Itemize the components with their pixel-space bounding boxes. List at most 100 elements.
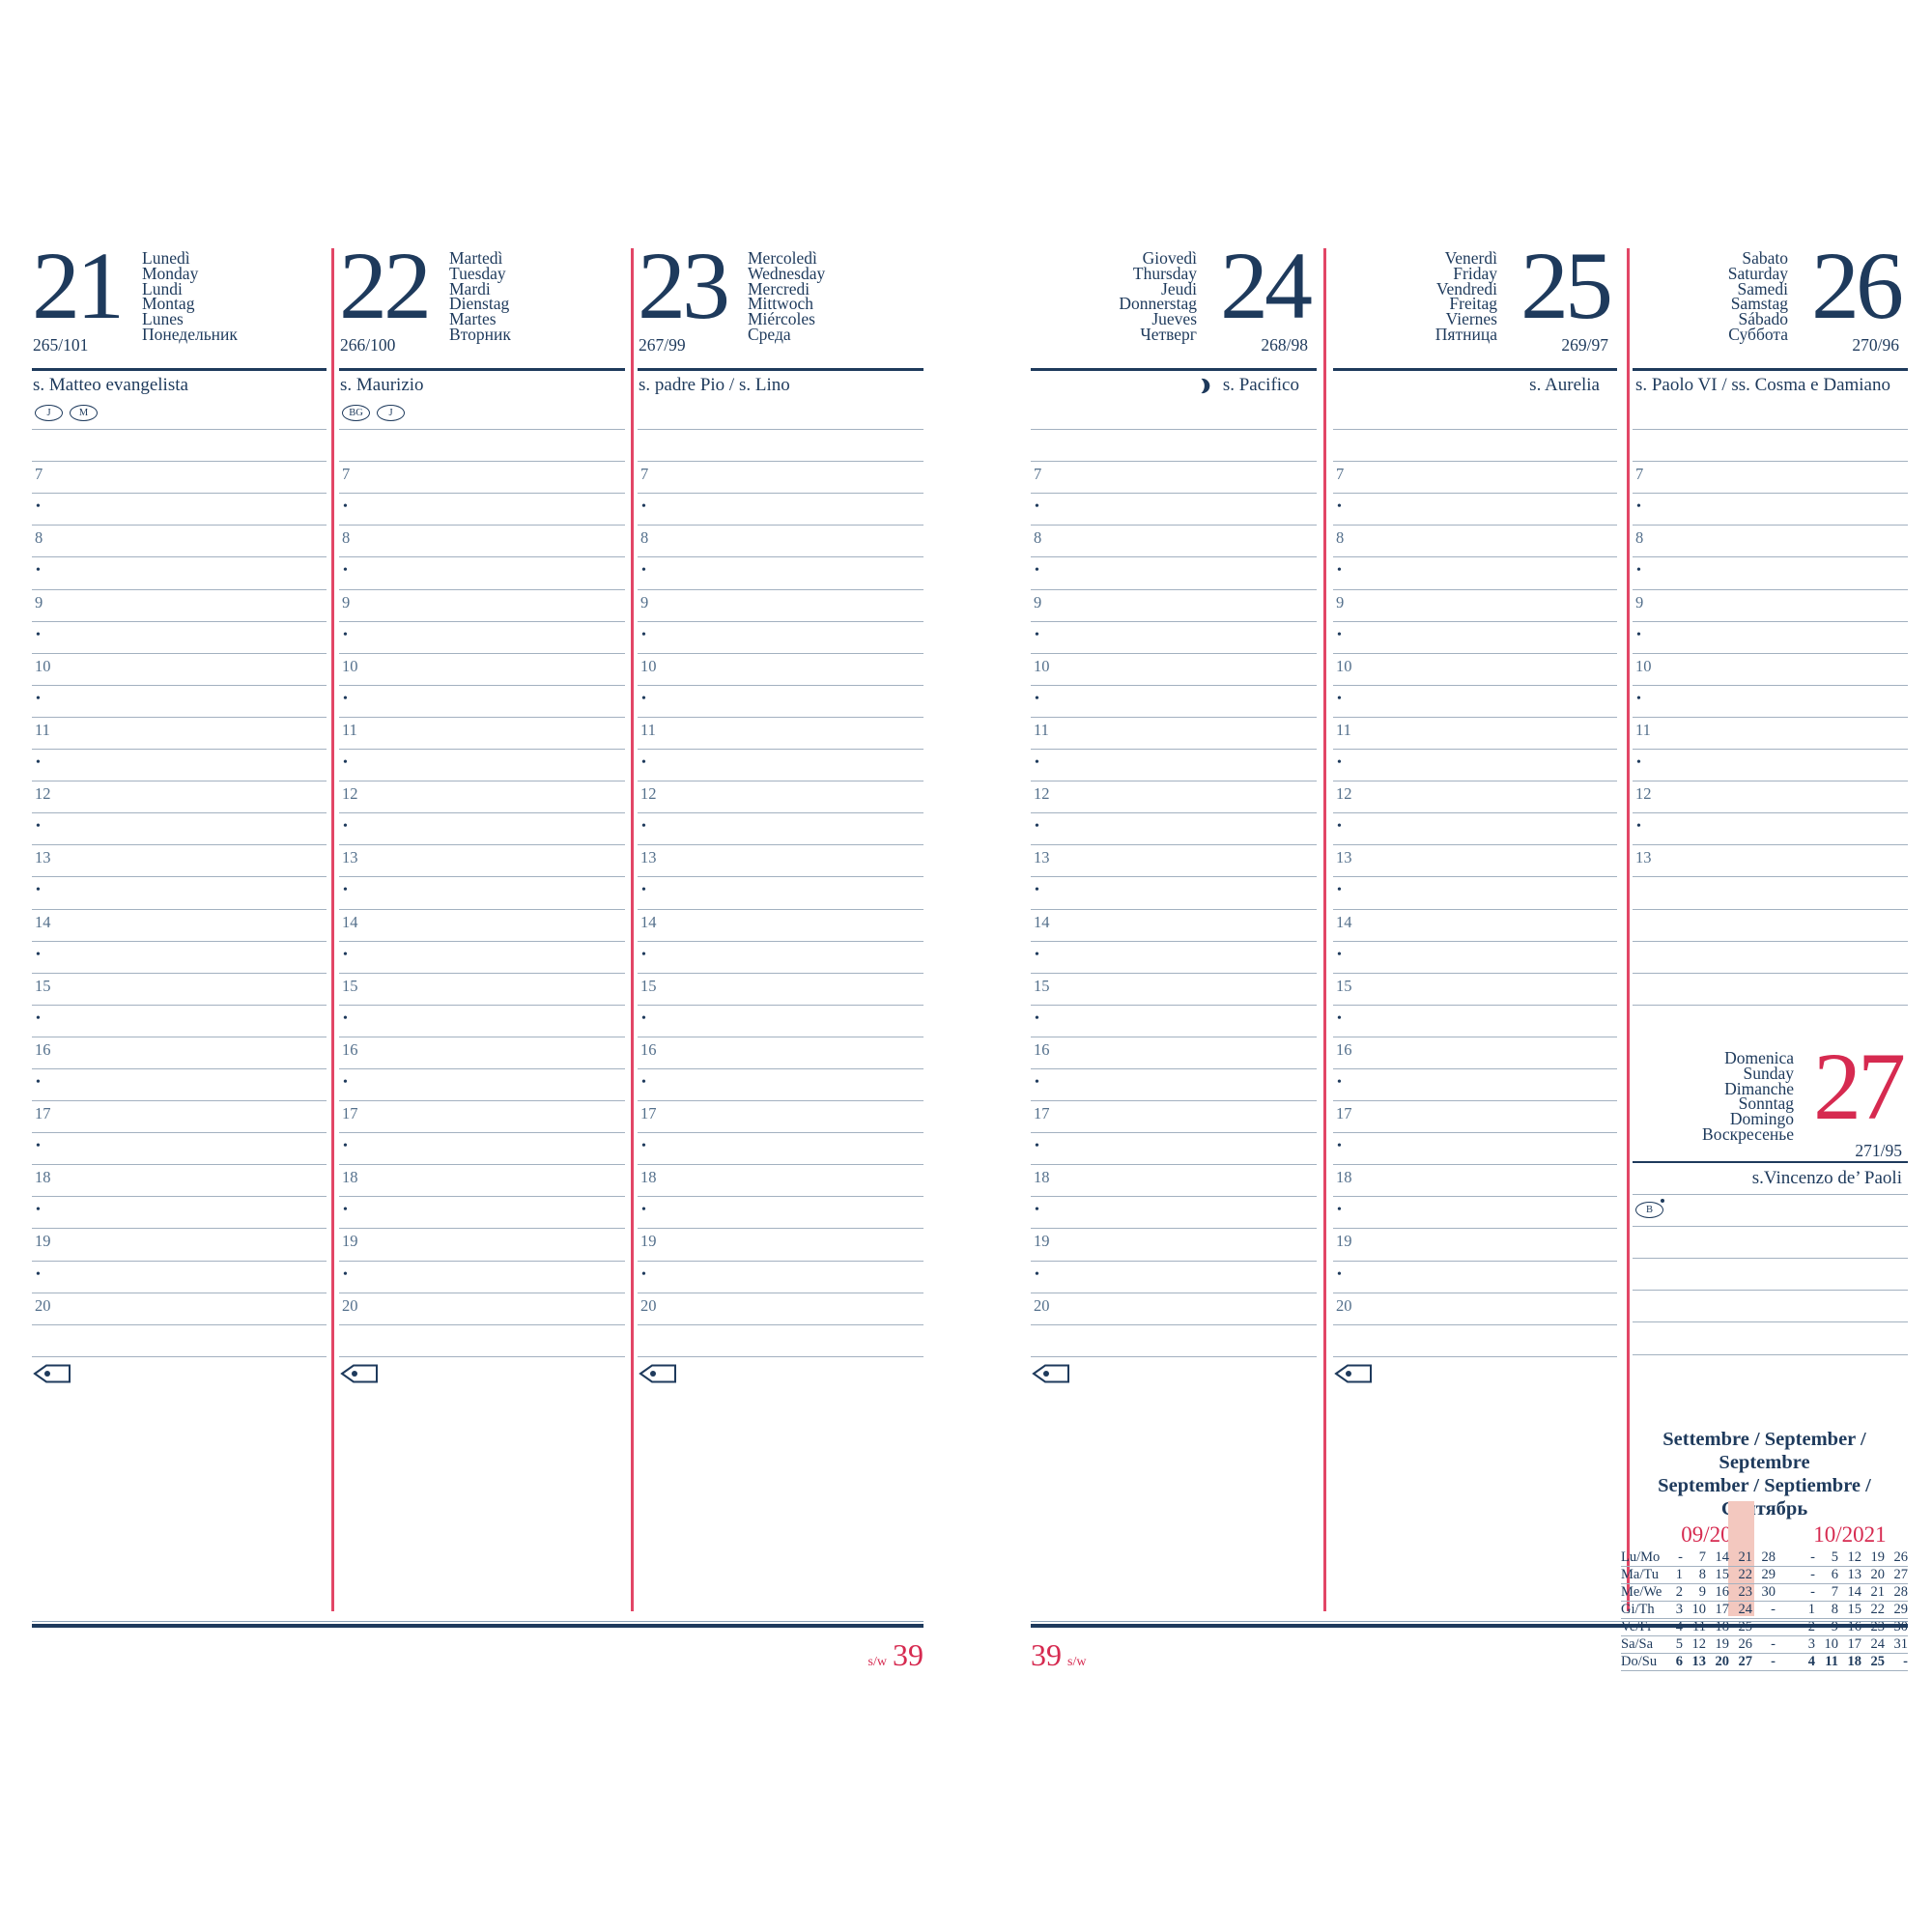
column-divider bbox=[1627, 248, 1630, 1611]
day-name: Samedi bbox=[1737, 278, 1789, 298]
half-hour-row: • bbox=[339, 686, 625, 718]
mini-calendar-row-Gi/Th: Gi/Th 3 10 17 24 - 1 8 15 22 29 bbox=[1621, 1602, 1908, 1619]
calendar-date: 21 bbox=[1870, 1584, 1886, 1600]
day-name: Воскресенье bbox=[1702, 1123, 1794, 1144]
ruled-row bbox=[1031, 430, 1317, 463]
day-name: Domenica bbox=[1724, 1048, 1794, 1067]
tag-row bbox=[1334, 1362, 1373, 1391]
ruled-row bbox=[32, 430, 327, 463]
half-hour-row: • bbox=[1633, 494, 1908, 526]
half-hour-row: • bbox=[339, 877, 625, 910]
tag-icon bbox=[1032, 1364, 1069, 1383]
day-of-year-count: 266/100 bbox=[340, 335, 396, 355]
day-name: Dimanche bbox=[1724, 1078, 1794, 1098]
calendar-date: 10 bbox=[1824, 1636, 1839, 1652]
day-number: 26 bbox=[1811, 232, 1904, 339]
hour-row-13: 13 bbox=[638, 845, 923, 878]
hour-row-8: 8 bbox=[638, 526, 923, 558]
half-hour-row: • bbox=[638, 813, 923, 846]
half-hour-row: • bbox=[32, 622, 327, 654]
mini-calendar-month-headers: 09/2021 10/2021 bbox=[1621, 1522, 1908, 1549]
current-week-highlight bbox=[1728, 1501, 1754, 1616]
hour-row-19: 19 bbox=[32, 1229, 327, 1262]
hour-row-7: 7 bbox=[32, 462, 327, 495]
weekday-label: Me/We bbox=[1621, 1584, 1662, 1600]
left-page-bottom-rule bbox=[32, 1621, 923, 1628]
calendar-date: 7 bbox=[1698, 1549, 1706, 1565]
calendar-date: - bbox=[1810, 1584, 1815, 1600]
half-hour-row: • bbox=[32, 1006, 327, 1037]
hour-row-13: 13 bbox=[1333, 845, 1617, 878]
half-hour-row: • bbox=[1031, 1006, 1317, 1037]
day-name: Miércoles bbox=[748, 309, 815, 329]
ruled-row bbox=[1333, 398, 1617, 431]
half-hour-row: • bbox=[1031, 1069, 1317, 1102]
hour-row-12: 12 bbox=[638, 781, 923, 814]
day-header: 21 Lunedì Monday Lundi Montag Lunes Понедельни… bbox=[32, 238, 327, 343]
day-name: Samstag bbox=[1730, 294, 1788, 314]
saint-name-text: s. Pacifico bbox=[1222, 375, 1299, 395]
half-hour-row: • bbox=[638, 750, 923, 782]
week-label: s/w bbox=[867, 1655, 887, 1669]
header-rule bbox=[638, 368, 923, 371]
hour-row-18: 18 bbox=[1333, 1165, 1617, 1198]
day-name: Lunes bbox=[142, 309, 184, 329]
half-hour-row: • bbox=[1633, 813, 1908, 846]
hour-row-8: 8 bbox=[1031, 526, 1317, 558]
hour-row-13: 13 bbox=[339, 845, 625, 878]
badge-BG: BG bbox=[342, 405, 370, 421]
day-number: 22 bbox=[339, 232, 432, 339]
calendar-date: - bbox=[1810, 1567, 1815, 1582]
half-hour-row: • bbox=[638, 686, 923, 718]
calendar-date: 5 bbox=[1831, 1549, 1838, 1565]
weekday-label: Sa/Sa bbox=[1621, 1636, 1654, 1652]
header-rule bbox=[339, 368, 625, 371]
day-of-year-count: 267/99 bbox=[639, 335, 686, 355]
calendar-date: 14 bbox=[1847, 1584, 1862, 1600]
hour-row-18: 18 bbox=[638, 1165, 923, 1198]
day-name: Mardi bbox=[449, 278, 491, 298]
half-hour-row: • bbox=[32, 1133, 327, 1166]
calendar-badges: BG J bbox=[342, 401, 625, 421]
half-hour-row: • bbox=[638, 494, 923, 526]
half-hour-row: • bbox=[32, 877, 327, 910]
ruled-row bbox=[1031, 398, 1317, 431]
hour-row-14: 14 bbox=[1333, 910, 1617, 942]
calendar-date: 3 bbox=[1675, 1602, 1683, 1617]
calendar-date: 17 bbox=[1847, 1636, 1862, 1652]
day-name: Montag bbox=[142, 294, 195, 314]
calendar-date: - bbox=[1678, 1549, 1683, 1565]
weekday-label: Gi/Th bbox=[1621, 1602, 1655, 1617]
half-hour-row: • bbox=[1333, 1006, 1617, 1037]
day-name: Venerdì bbox=[1444, 248, 1497, 268]
saint-name: s.Vincenzo de’ Paoli bbox=[1633, 1163, 1908, 1196]
half-hour-row: • bbox=[339, 494, 625, 526]
calendar-date: 12 bbox=[1847, 1549, 1862, 1565]
calendar-gap bbox=[1776, 1567, 1792, 1583]
day-number: 23 bbox=[638, 232, 730, 339]
header-rule bbox=[1333, 368, 1617, 371]
weekday-label: Do/Su bbox=[1621, 1654, 1658, 1669]
calendar-date: - bbox=[1810, 1549, 1815, 1565]
hour-row-7: 7 bbox=[339, 462, 625, 495]
half-hour-row: • bbox=[339, 622, 625, 654]
day-name: Wednesday bbox=[748, 263, 826, 283]
calendar-date: 5 bbox=[1675, 1636, 1683, 1652]
half-hour-row: • bbox=[1031, 1133, 1317, 1166]
half-hour-row: • bbox=[339, 750, 625, 782]
day-column-22: 22 Martedì Tuesday Mardi Dienstag Martes Вторн… bbox=[339, 232, 625, 1410]
week-label: s/w bbox=[1067, 1655, 1087, 1669]
half-hour-row: • bbox=[1031, 1262, 1317, 1293]
tag-icon bbox=[639, 1364, 676, 1383]
mini-calendar-row-Sa/Sa: Sa/Sa 5 12 19 26 - 3 10 17 24 31 bbox=[1621, 1636, 1908, 1654]
half-hour-row: • bbox=[32, 942, 327, 974]
half-hour-row: • bbox=[638, 942, 923, 974]
ruled-row bbox=[1633, 910, 1908, 942]
mini-calendar-row-Me/We: Me/We 2 9 16 23 30 -7 14 21 28 bbox=[1621, 1584, 1908, 1602]
day-name: Thursday bbox=[1132, 263, 1197, 283]
hour-row-11: 11 bbox=[339, 718, 625, 751]
calendar-date: - bbox=[1903, 1654, 1908, 1669]
half-hour-row: • bbox=[638, 1133, 923, 1166]
calendar-date: 27 bbox=[1893, 1567, 1909, 1582]
day-block-27: Domenica Sunday Dimanche Sonntag Domingo Воск… bbox=[1633, 1038, 1908, 1355]
